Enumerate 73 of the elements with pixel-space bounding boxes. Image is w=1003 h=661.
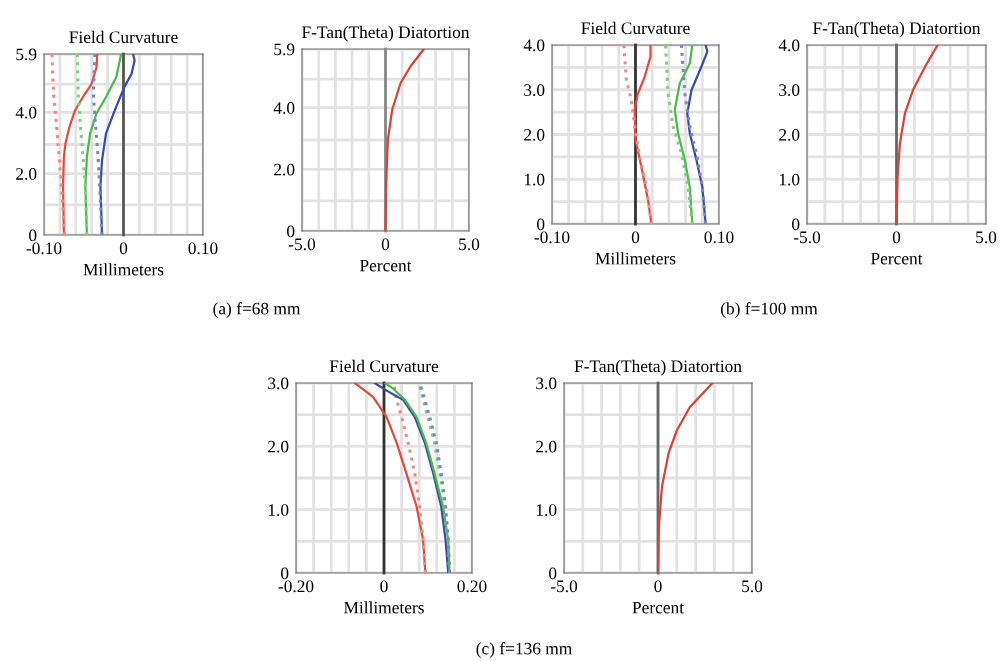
y-tick-label: 4.0: [523, 39, 545, 52]
y-tick-label: 3.0: [779, 84, 800, 97]
line-series: [633, 45, 653, 224]
x-tick-label: -5.0: [550, 580, 578, 593]
x-axis-title: Millimeters: [83, 263, 164, 276]
x-tick-label: 0: [654, 580, 662, 593]
y-tick-label: 0: [792, 218, 800, 231]
x-axis-title: Millimeters: [343, 601, 424, 614]
y-tick-label: 1.0: [779, 173, 800, 186]
line-series: [656, 383, 714, 573]
y-tick-label: 3.0: [268, 377, 289, 390]
x-tick-label: -0.10: [26, 242, 62, 255]
x-axis-title: Percent: [870, 252, 923, 265]
line-series: [679, 45, 708, 224]
y-tick-label: 5.9: [274, 43, 295, 56]
y-tick-label: 4.0: [273, 102, 295, 114]
x-tick-label: 0: [381, 238, 390, 251]
x-tick-label: 0.10: [704, 231, 734, 244]
text: (a) f=68 mm: [213, 302, 301, 318]
line-series: [686, 45, 709, 224]
y-tick-label: 1.0: [524, 173, 545, 186]
chart-title: Field Curvature: [69, 30, 178, 44]
y-tick-label: 2.0: [16, 168, 37, 180]
line-series: [673, 45, 694, 224]
y-tick-label: 2.0: [274, 163, 295, 176]
line-series: [622, 45, 653, 224]
x-tick-label: -0.20: [278, 580, 314, 593]
x-tick-label: 0: [631, 231, 640, 244]
y-tick-label: 2.0: [779, 128, 800, 141]
x-tick-label: 0: [380, 580, 388, 593]
y-tick-label: 2.0: [536, 440, 557, 453]
line-series: [91, 54, 104, 235]
x-tick-label: 0: [119, 242, 128, 255]
y-tick-label: 3.0: [524, 84, 545, 97]
x-tick-label: -0.10: [534, 231, 570, 244]
x-axis-title: Percent: [632, 601, 684, 614]
x-tick-label: 5.0: [976, 231, 997, 244]
x-tick-label: 5.0: [459, 238, 480, 251]
x-tick-label: -5.0: [793, 231, 821, 244]
x-tick-label: 5.0: [742, 580, 763, 593]
chart-title: Field Curvature: [581, 21, 690, 35]
line-series: [84, 54, 123, 235]
y-tick-label: 1.0: [536, 504, 557, 516]
line-series: [664, 45, 694, 224]
y-tick-label: 4.0: [778, 39, 800, 52]
y-tick-label: 0: [281, 567, 289, 580]
y-tick-label: 1.0: [268, 504, 289, 516]
line-series: [61, 54, 99, 235]
chart-title: F-Tan(Theta) Diatortion: [574, 359, 742, 376]
line-series: [50, 54, 67, 235]
y-tick-label: 2.0: [268, 440, 289, 453]
x-axis-title: Percent: [359, 259, 412, 272]
y-tick-label: 4.0: [15, 106, 37, 119]
y-tick-label: 0: [549, 567, 557, 580]
line-series: [75, 54, 89, 235]
chart-title: Field Curvature: [329, 359, 439, 373]
y-tick-label: 5.9: [16, 48, 37, 61]
y-tick-label: 0: [537, 218, 545, 231]
text: (b) f=100 mm: [720, 302, 818, 318]
x-tick-label: -5.0: [288, 238, 316, 251]
x-tick-label: 0.10: [188, 242, 218, 255]
chart-title: F-Tan(Theta) Diatortion: [302, 25, 470, 42]
x-tick-label: 0: [892, 231, 901, 244]
line-series: [99, 54, 136, 235]
x-axis-title: Millimeters: [595, 252, 676, 265]
line-series: [895, 45, 939, 224]
line-series: [384, 49, 426, 231]
y-tick-label: 2.0: [524, 128, 545, 141]
x-tick-label: 0.20: [457, 580, 487, 593]
y-tick-label: 3.0: [536, 377, 557, 390]
text: (c) f=136 mm: [476, 642, 573, 658]
line-series: [353, 383, 427, 573]
chart-title: F-Tan(Theta) Diatortion: [813, 21, 981, 38]
